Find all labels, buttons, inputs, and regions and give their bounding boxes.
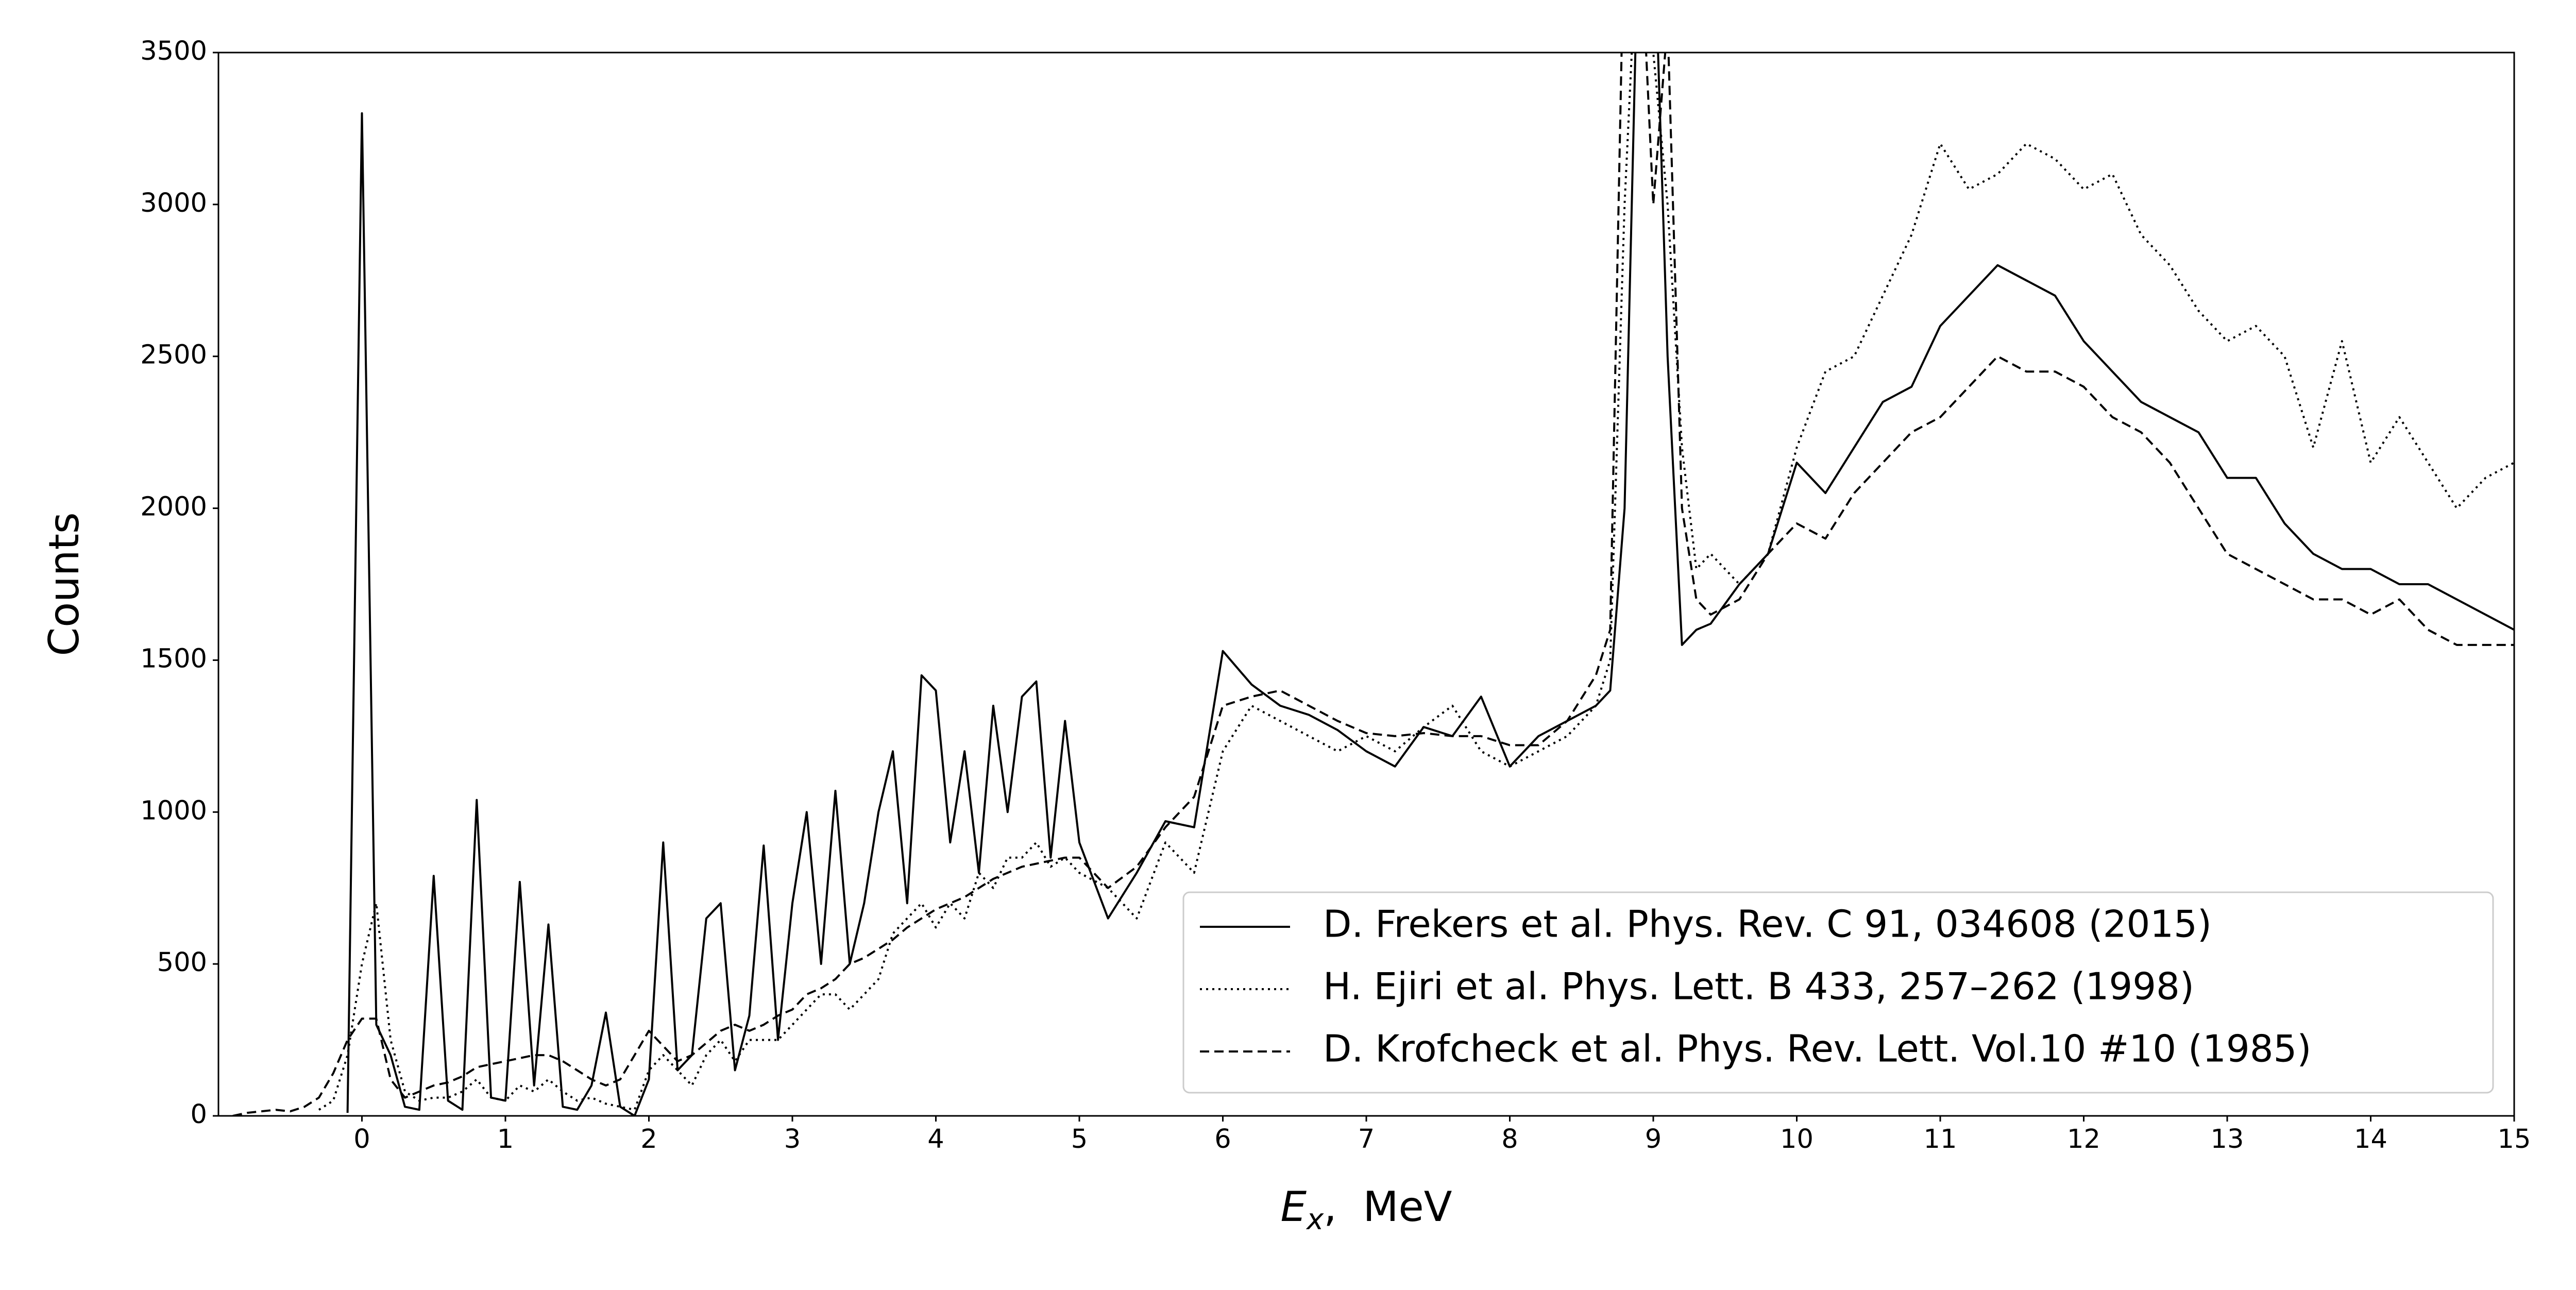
plot-lines xyxy=(232,53,2514,1116)
y-tick-label: 500 xyxy=(157,947,207,978)
y-axis-label: Counts xyxy=(40,512,88,656)
legend-label: D. Krofcheck et al. Phys. Rev. Lett. Vol… xyxy=(1323,1027,2311,1071)
series-line xyxy=(346,53,2514,1116)
y-tick-label: 2000 xyxy=(140,492,207,522)
x-tick-label: 11 xyxy=(1924,1124,1957,1155)
y-tick-label: 1500 xyxy=(140,643,207,674)
x-axis-label-subscript: x xyxy=(1306,1203,1324,1236)
y-tick-label: 1000 xyxy=(140,795,207,826)
x-tick-label: 4 xyxy=(927,1124,944,1155)
x-tick-label: 0 xyxy=(353,1124,370,1155)
x-tick-label: 9 xyxy=(1645,1124,1662,1155)
x-tick-label: 6 xyxy=(1214,1124,1231,1155)
plot-frame xyxy=(217,52,2515,1117)
x-tick-label: 3 xyxy=(784,1124,801,1155)
series-line xyxy=(232,53,2514,1116)
x-tick-label: 15 xyxy=(2498,1124,2531,1155)
x-tick-label: 14 xyxy=(2354,1124,2387,1155)
y-tick-label: 3500 xyxy=(140,36,207,66)
x-tick-label: 13 xyxy=(2211,1124,2244,1155)
legend-box xyxy=(1182,891,2494,1094)
legend-label: D. Frekers et al. Phys. Rev. C 91, 03460… xyxy=(1323,903,2212,946)
y-tick-label: 3000 xyxy=(140,188,207,218)
x-tick-label: 7 xyxy=(1358,1124,1375,1155)
x-tick-label: 8 xyxy=(1501,1124,1518,1155)
legend-label: H. Ejiri et al. Phys. Lett. B 433, 257–2… xyxy=(1323,965,2194,1008)
x-tick-label: 5 xyxy=(1071,1124,1088,1155)
legend: D. Frekers et al. Phys. Rev. C 91, 03460… xyxy=(1182,891,2494,1094)
x-tick-label: 2 xyxy=(640,1124,657,1155)
y-tick-label: 0 xyxy=(191,1099,207,1130)
x-axis-label-symbol: E xyxy=(1281,1183,1307,1231)
x-axis-label: Ex, MeV xyxy=(1281,1183,1452,1236)
x-tick-label: 10 xyxy=(1780,1124,1814,1155)
x-tick-label: 12 xyxy=(2067,1124,2100,1155)
x-axis-label-unit: , MeV xyxy=(1324,1183,1452,1231)
x-tick-label: 1 xyxy=(497,1124,514,1155)
y-tick-label: 2500 xyxy=(140,340,207,370)
